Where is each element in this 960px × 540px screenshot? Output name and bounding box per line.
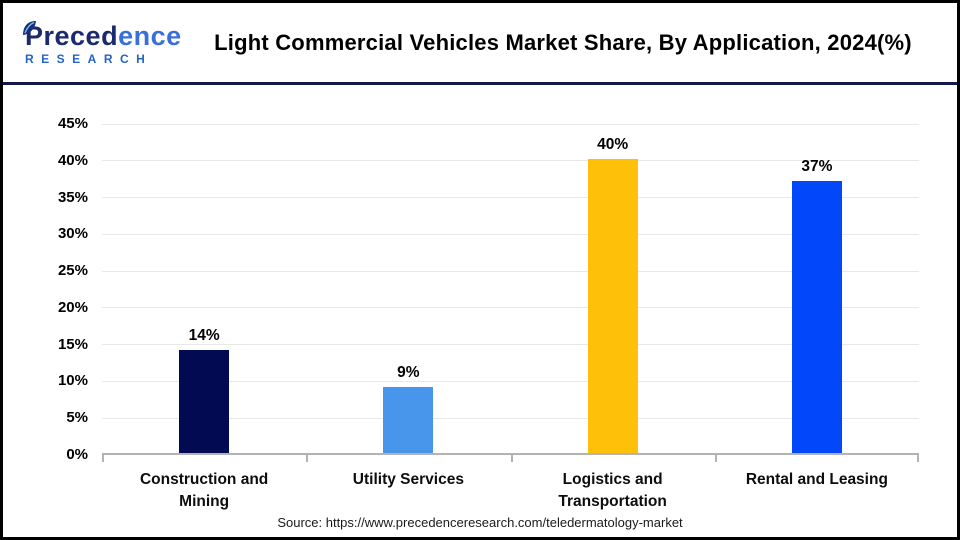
- source-text: Source: https://www.precedenceresearch.c…: [277, 515, 683, 530]
- bar-value-logistics-and-transportation: 40%: [597, 135, 629, 153]
- x-axis-category-rental-and-leasing: Rental and Leasing: [745, 471, 888, 488]
- y-axis-label-10: 10%: [57, 372, 88, 390]
- plot-area: 0% 5% 10% 15% 20% 25% 30% 35% 40% 45% 14% Construct…: [58, 115, 919, 510]
- gridline-30: [102, 233, 919, 235]
- y-axis-label-25: 25%: [57, 262, 88, 280]
- y-axis-label-30: 30%: [57, 225, 88, 243]
- x-axis-tick-0: [102, 455, 104, 462]
- bar-logistics-and-transportation: [587, 158, 638, 453]
- logo-wordmark: Precedence: [23, 20, 183, 51]
- bar-rental-and-leasing: [791, 180, 842, 453]
- gridline-10: [102, 380, 919, 382]
- gridline-15: [102, 344, 919, 346]
- x-axis-tick-1: [306, 455, 309, 462]
- chart-region: 0% 5% 10% 15% 20% 25% 30% 35% 40% 45% 14% Construct…: [3, 85, 957, 537]
- y-axis-label-15: 15%: [57, 335, 88, 353]
- x-axis-category-utility-services: Utility Services: [352, 471, 464, 488]
- y-axis-label-45: 45%: [57, 115, 88, 132]
- leaf-icon: [22, 14, 37, 41]
- precedence-research-logo: Precedence RESEARCH: [23, 20, 183, 66]
- logo-text-1: Preced: [25, 20, 119, 51]
- header: Precedence RESEARCH Light Commercial Veh…: [3, 3, 957, 85]
- y-axis-label-40: 40%: [57, 151, 88, 169]
- bar-value-utility-services: 9%: [397, 363, 420, 381]
- gridline-35: [102, 197, 919, 199]
- x-axis-tick-2: [510, 455, 513, 462]
- y-axis-label-5: 5%: [66, 409, 88, 427]
- gridline-5: [102, 417, 919, 419]
- x-axis-line: [102, 453, 919, 455]
- y-axis-label-0: 0%: [66, 446, 88, 463]
- logo-subtitle: RESEARCH: [25, 51, 153, 66]
- x-axis-category-construction-and-mining: Construction and Mining: [139, 471, 269, 510]
- bar-value-construction-and-mining: 14%: [188, 327, 220, 345]
- y-axis-label-35: 35%: [57, 188, 88, 206]
- logo-text-2: ence: [118, 20, 182, 51]
- x-axis-tick-3: [714, 455, 717, 462]
- gridline-20: [102, 307, 919, 309]
- y-axis-label-20: 20%: [57, 298, 88, 316]
- x-axis-category-logistics-and-transportation: Logistics and Transportation: [558, 471, 667, 510]
- chart-title: Light Commercial Vehicles Market Share, …: [214, 29, 912, 55]
- bar-construction-and-mining: [179, 350, 230, 453]
- gridline-25: [102, 270, 919, 272]
- bar-value-rental-and-leasing: 37%: [801, 157, 833, 175]
- gridline-40: [102, 160, 919, 162]
- bar-utility-services: [383, 386, 434, 453]
- gridline-45: [102, 123, 919, 125]
- x-axis-tick-4: [917, 455, 919, 462]
